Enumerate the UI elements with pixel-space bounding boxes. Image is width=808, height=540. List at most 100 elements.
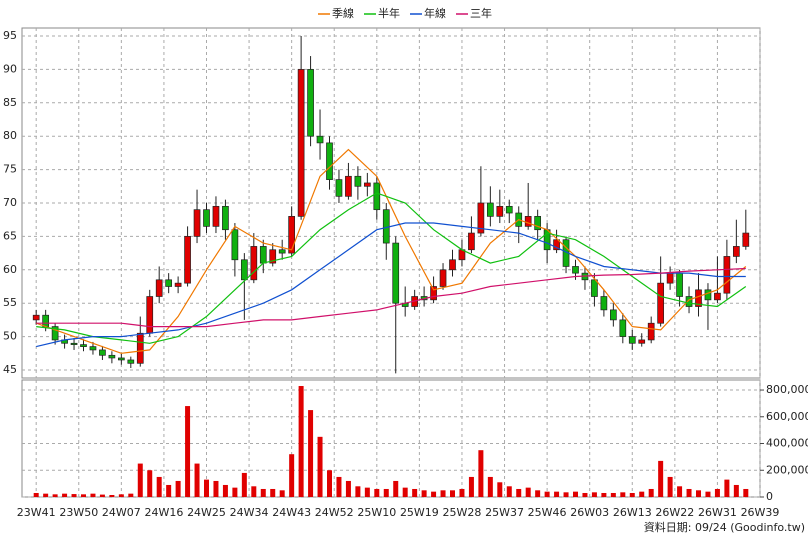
candle-body — [108, 354, 116, 359]
candle-body — [231, 229, 239, 261]
candle-body — [685, 296, 693, 307]
y-tick-label: 85 — [3, 96, 17, 109]
y-tick-label: 45 — [3, 363, 17, 376]
candle-body — [619, 319, 627, 337]
candle-body — [647, 322, 655, 341]
candle-body — [89, 346, 97, 351]
candle-body — [184, 236, 191, 284]
x-tick-label: 23W50 — [59, 506, 98, 519]
volume-panel — [21, 379, 761, 498]
x-tick-label: 25W19 — [400, 506, 439, 519]
volume-bar — [355, 486, 361, 497]
candle-body — [288, 216, 296, 254]
candle-body — [70, 342, 78, 345]
volume-bar — [412, 488, 418, 497]
candle-body — [117, 357, 125, 361]
x-tick-label: 25W46 — [528, 506, 567, 519]
volume-bar — [204, 479, 209, 497]
candle-body — [505, 205, 513, 214]
candle-body — [307, 69, 314, 137]
x-tick-label: 26W39 — [741, 506, 780, 519]
y-tick-label: 800,000 — [766, 383, 808, 396]
candle-body — [723, 256, 731, 294]
candle-body — [51, 326, 59, 341]
y-tick-label: 60 — [3, 263, 17, 276]
x-tick-label: 26W03 — [570, 506, 609, 519]
volume-bar — [118, 494, 124, 497]
candle-body — [203, 209, 210, 227]
x-tick-label: 25W28 — [443, 506, 482, 519]
candle-body — [657, 282, 665, 324]
candle-body — [99, 349, 106, 356]
volume-bar — [374, 488, 380, 497]
volume-bar — [317, 436, 323, 497]
x-tick-label: 25W10 — [357, 506, 396, 519]
source-note: 資料日期: 09/24 (Goodinfo.tw) — [644, 520, 805, 534]
candle-body — [714, 292, 721, 301]
volume-bar — [478, 450, 484, 497]
volume-bar — [582, 492, 588, 497]
volume-bar — [629, 492, 635, 497]
volume-bar — [733, 484, 739, 497]
volume-bar — [450, 490, 455, 497]
candle-body — [609, 309, 617, 321]
candle-body — [486, 202, 494, 217]
volume-bar — [128, 493, 134, 497]
x-tick-label: 26W22 — [655, 506, 694, 519]
volume-bar — [535, 490, 541, 497]
candle-body — [42, 314, 50, 327]
ma-line — [36, 192, 747, 344]
volume-bar — [487, 476, 493, 497]
volume-bar — [544, 491, 550, 497]
volume-bar — [724, 479, 730, 497]
x-tick-label: 24W07 — [102, 506, 141, 519]
ma-line — [36, 222, 746, 348]
volume-bar — [71, 494, 77, 497]
volume-bar — [260, 488, 266, 497]
y-tick-label: 200,000 — [766, 463, 808, 476]
volume-bar — [705, 491, 711, 497]
candle-body — [335, 179, 343, 197]
ma-line — [36, 148, 747, 354]
candle-body — [666, 272, 674, 284]
volume-bar — [213, 480, 219, 497]
y-tick-label: 65 — [3, 229, 17, 242]
volume-bar — [591, 492, 597, 497]
candle-body — [345, 175, 352, 197]
candle-body — [354, 175, 362, 187]
candle-body — [477, 202, 485, 234]
volume-bar — [327, 470, 332, 497]
volume-bar — [459, 488, 465, 497]
y-tick-label: 70 — [3, 196, 17, 209]
candle-body — [732, 246, 740, 257]
volume-bar — [308, 410, 314, 497]
candle-body — [297, 69, 305, 217]
volume-bar — [743, 488, 749, 497]
volume-bar — [431, 491, 437, 497]
volume-bar — [620, 492, 626, 497]
volume-bar — [497, 482, 503, 497]
candle-body — [638, 339, 646, 344]
candle-body — [468, 232, 475, 251]
candle-body — [316, 135, 324, 144]
volume-bar — [345, 480, 351, 497]
volume-bar — [241, 472, 247, 497]
ma-line — [36, 267, 746, 328]
volume-bar — [648, 488, 654, 497]
x-tick-label: 26W13 — [613, 506, 652, 519]
volume-bar — [194, 463, 200, 497]
volume-bar — [336, 476, 342, 497]
volume-bar — [298, 386, 304, 497]
y-tick-label: 90 — [3, 62, 17, 75]
candle-body — [240, 259, 248, 281]
volume-bar — [33, 492, 39, 497]
volume-bar — [232, 487, 238, 497]
y-tick-label: 0 — [766, 490, 773, 503]
volume-bar — [393, 480, 399, 497]
volume-bar — [270, 488, 276, 497]
candle-body — [269, 249, 277, 264]
candle-body — [278, 249, 286, 254]
y-tick-label: 50 — [3, 330, 17, 343]
candle-body — [174, 282, 182, 287]
